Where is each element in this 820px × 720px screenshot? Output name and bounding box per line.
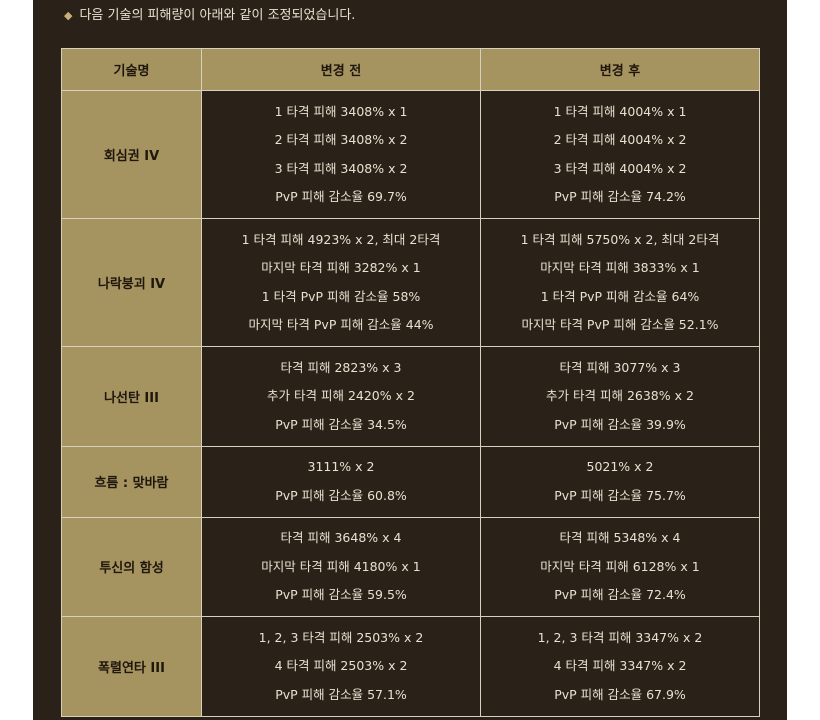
table-row: 나락붕괴 IV 1 타격 피해 4923% x 2, 최대 2타격 마지막 타격 피… xyxy=(61,218,760,347)
before-value-line: PvP 피해 감소율 59.5% xyxy=(275,587,407,602)
after-value-line: 마지막 타격 PvP 피해 감소율 52.1% xyxy=(521,317,719,332)
before-value-line: 마지막 타격 피해 3282% x 1 xyxy=(261,260,421,275)
after-value-line: 5021% x 2 xyxy=(586,459,654,474)
before-value-line: 4 타격 피해 2503% x 2 xyxy=(274,658,408,673)
header-skill-name: 기술명 xyxy=(61,48,202,91)
after-values-cell: 타격 피해 5348% x 4 마지막 타격 피해 6128% x 1 PvP 피해… xyxy=(480,516,760,617)
after-value-line: PvP 피해 감소율 39.9% xyxy=(554,416,686,432)
after-value-line: 2 타격 피해 4004% x 2 xyxy=(553,132,687,147)
after-value-line: 4 타격 피해 3347% x 2 xyxy=(553,658,687,673)
after-value-line: PvP 피해 감소율 72.4% xyxy=(554,587,686,602)
before-value-line: 1 타격 PvP 피해 감소율 58% xyxy=(261,288,421,304)
after-values-cell: 5021% x 2 PvP 피해 감소율 75.7% xyxy=(480,445,760,518)
after-value-line: PvP 피해 감소율 74.2% xyxy=(554,189,686,204)
intro-text-line: ◆ 다음 기술의 피해량이 아래와 같이 조정되었습니다. xyxy=(64,6,355,26)
before-values-cell: 타격 피해 3648% x 4 마지막 타격 피해 4180% x 1 PvP 피해… xyxy=(201,516,481,617)
skill-name-cell: 회심권 IV xyxy=(61,90,202,219)
before-value-line: 마지막 타격 PvP 피해 감소율 44% xyxy=(248,317,434,332)
skill-name-cell: 나선탄 III xyxy=(61,346,202,447)
before-value-line: 1 타격 피해 4923% x 2, 최대 2타격 xyxy=(241,231,441,247)
before-value-line: 1, 2, 3 타격 피해 2503% x 2 xyxy=(258,629,424,645)
after-value-line: PvP 피해 감소율 67.9% xyxy=(554,686,686,702)
table-row: 흐름 : 맞바람 3111% x 2 PvP 피해 감소율 60.8% 5021% x… xyxy=(61,445,760,518)
after-values-cell: 1, 2, 3 타격 피해 3347% x 2 4 타격 피해 3347% x 2… xyxy=(480,616,760,717)
header-after: 변경 후 xyxy=(480,48,760,91)
header-before: 변경 전 xyxy=(201,48,481,91)
before-value-line: 2 타격 피해 3408% x 2 xyxy=(274,132,408,147)
after-value-line: 1 타격 피해 5750% x 2, 최대 2타격 xyxy=(520,231,720,247)
before-value-line: PvP 피해 감소율 69.7% xyxy=(275,189,407,204)
before-values-cell: 타격 피해 2823% x 3 추가 타격 피해 2420% x 2 PvP 피해 … xyxy=(201,346,481,447)
before-values-cell: 1, 2, 3 타격 피해 2503% x 2 4 타격 피해 2503% x 2… xyxy=(201,616,481,717)
before-values-cell: 1 타격 피해 3408% x 1 2 타격 피해 3408% x 2 3 타격 피… xyxy=(201,90,481,219)
after-value-line: 추가 타격 피해 2638% x 2 xyxy=(546,388,694,403)
before-value-line: PvP 피해 감소율 34.5% xyxy=(275,416,407,432)
after-values-cell: 타격 피해 3077% x 3 추가 타격 피해 2638% x 2 PvP 피해 … xyxy=(480,346,760,447)
table-row: 회심권 IV 1 타격 피해 3408% x 1 2 타격 피해 3408% x 2… xyxy=(61,90,760,219)
after-value-line: 1 타격 피해 4004% x 1 xyxy=(553,103,687,119)
skill-name-cell: 폭렬연타 III xyxy=(61,616,202,717)
skill-name-cell: 투신의 함성 xyxy=(61,516,202,617)
before-value-line: PvP 피해 감소율 60.8% xyxy=(275,487,407,503)
after-value-line: 타격 피해 5348% x 4 xyxy=(559,530,681,545)
before-value-line: 3 타격 피해 3408% x 2 xyxy=(274,160,408,176)
table-row: 폭렬연타 III 1, 2, 3 타격 피해 2503% x 2 4 타격 피해 2… xyxy=(61,616,760,717)
skill-name-cell: 흐름 : 맞바람 xyxy=(61,445,202,518)
before-value-line: 1 타격 피해 3408% x 1 xyxy=(274,103,408,119)
intro-text: 다음 기술의 피해량이 아래와 같이 조정되었습니다. xyxy=(79,8,356,23)
after-value-line: 3 타격 피해 4004% x 2 xyxy=(553,160,687,176)
table-header-row: 기술명 변경 전 변경 후 xyxy=(61,48,760,91)
diamond-bullet-icon: ◆ xyxy=(64,9,73,22)
table-row: 투신의 함성 타격 피해 3648% x 4 마지막 타격 피해 4180% x 1… xyxy=(61,516,760,617)
before-value-line: 마지막 타격 피해 4180% x 1 xyxy=(261,558,421,574)
before-value-line: PvP 피해 감소율 57.1% xyxy=(275,686,407,702)
after-values-cell: 1 타격 피해 4004% x 1 2 타격 피해 4004% x 2 3 타격 피… xyxy=(480,90,760,219)
skill-damage-table: 기술명 변경 전 변경 후 회심권 IV 1 타격 피해 3408% x 1 2 타… xyxy=(61,48,760,717)
after-value-line: 타격 피해 3077% x 3 xyxy=(559,359,681,375)
after-value-line: 마지막 타격 피해 3833% x 1 xyxy=(540,260,700,275)
before-value-line: 3111% x 2 xyxy=(307,459,375,474)
skill-name-cell: 나락붕괴 IV xyxy=(61,218,202,347)
table-row: 나선탄 III 타격 피해 2823% x 3 추가 타격 피해 2420% x 2… xyxy=(61,346,760,447)
after-value-line: PvP 피해 감소율 75.7% xyxy=(554,487,686,503)
before-value-line: 타격 피해 3648% x 4 xyxy=(280,530,402,545)
before-value-line: 추가 타격 피해 2420% x 2 xyxy=(267,388,415,403)
after-value-line: 마지막 타격 피해 6128% x 1 xyxy=(540,558,700,574)
before-values-cell: 3111% x 2 PvP 피해 감소율 60.8% xyxy=(201,445,481,518)
before-value-line: 타격 피해 2823% x 3 xyxy=(280,359,402,375)
after-value-line: 1 타격 PvP 피해 감소율 64% xyxy=(540,288,700,304)
after-value-line: 1, 2, 3 타격 피해 3347% x 2 xyxy=(537,629,703,645)
